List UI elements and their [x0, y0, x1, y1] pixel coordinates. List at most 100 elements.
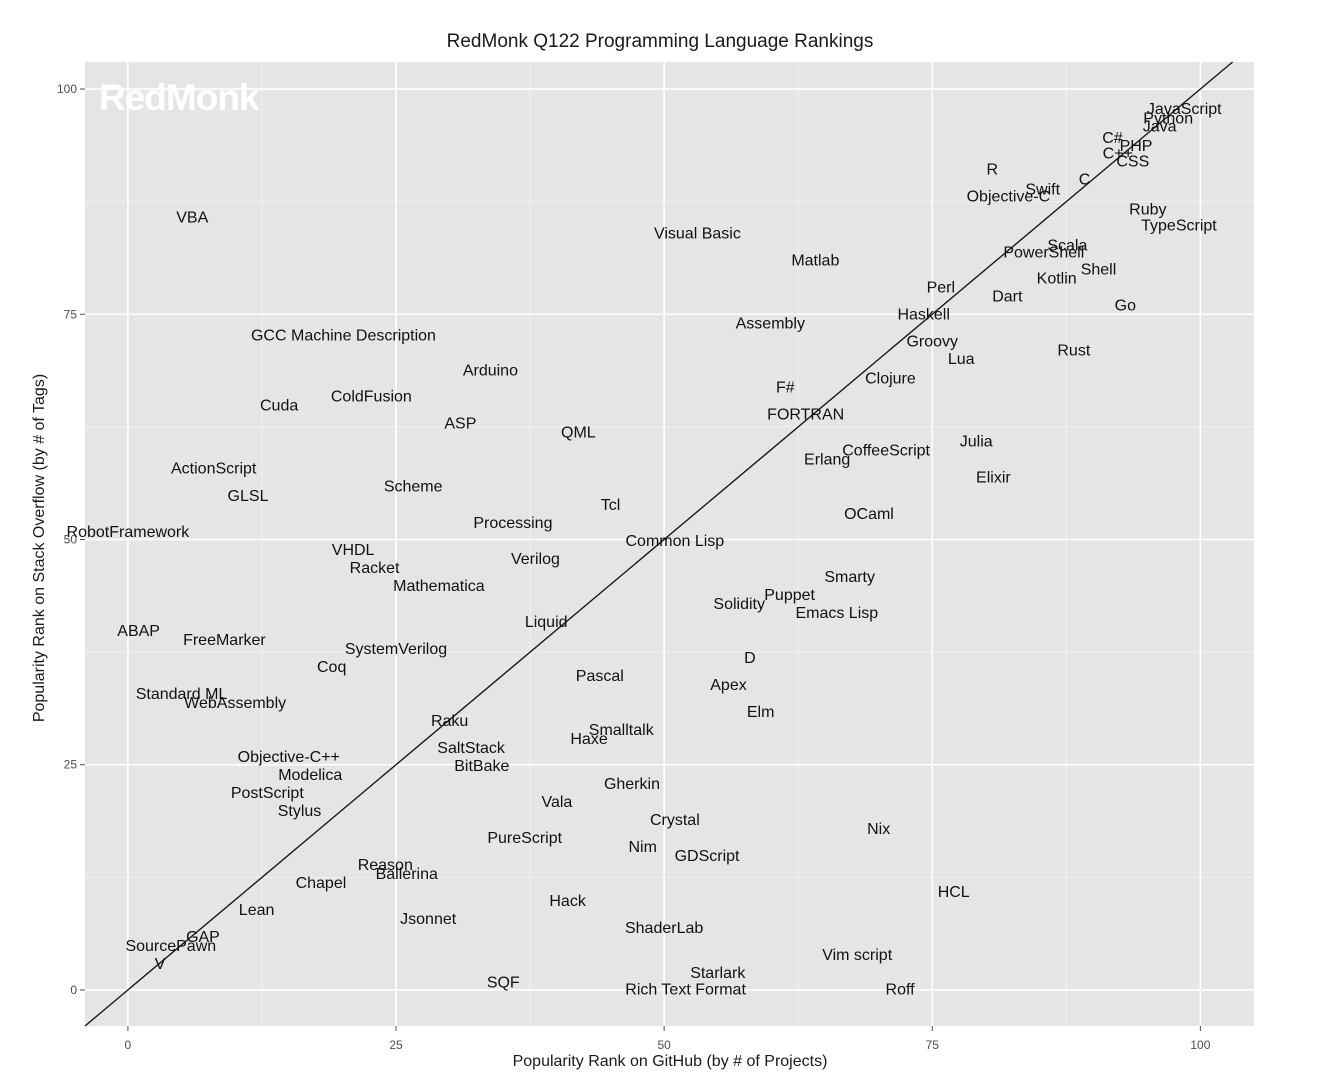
x-tick-label: 0 [125, 1038, 132, 1052]
language-label: RobotFramework [67, 524, 191, 541]
grid-lines [85, 62, 1254, 1026]
language-label: F# [776, 380, 795, 397]
language-label: WebAssembly [184, 695, 286, 712]
language-label: Stylus [278, 803, 322, 820]
language-label: VHDL [332, 542, 375, 559]
y-tick-label: 0 [70, 983, 77, 997]
language-label: ASP [444, 416, 476, 433]
x-axis-title: Popularity Rank on GitHub (by # of Proje… [512, 1053, 828, 1070]
language-label: Processing [473, 515, 552, 532]
language-label: Apex [710, 677, 746, 694]
language-label: C++ [1103, 145, 1133, 162]
language-label: Arduino [463, 363, 518, 380]
language-label: FORTRAN [767, 407, 844, 424]
language-label: Java [1143, 118, 1177, 135]
language-label: Elixir [976, 470, 1011, 487]
language-label: GLSL [228, 488, 269, 505]
language-label: Standard ML [136, 686, 228, 703]
language-label: GCC Machine Description [251, 327, 436, 344]
x-tick-label: 75 [926, 1038, 940, 1052]
language-label: PostScript [231, 785, 304, 802]
language-label: Racket [350, 560, 400, 577]
language-label: QML [561, 425, 596, 442]
plot-panel [85, 62, 1254, 1026]
language-label: Coq [317, 659, 346, 676]
language-label: Groovy [906, 334, 958, 351]
language-label: Vala [541, 794, 572, 811]
language-label: Clojure [865, 371, 916, 388]
language-label: Swift [1025, 181, 1060, 198]
language-label: GDScript [675, 848, 740, 865]
language-label: JavaScript [1147, 101, 1222, 118]
language-label: Emacs Lisp [795, 605, 878, 622]
language-label: Go [1115, 298, 1136, 315]
language-label: OCaml [844, 506, 894, 523]
y-tick-label: 50 [64, 532, 78, 546]
language-label: Crystal [650, 812, 700, 829]
language-label: Nix [867, 821, 890, 838]
language-label: Puppet [764, 587, 815, 604]
language-label: SourcePawn [125, 938, 216, 955]
language-label: Shell [1081, 262, 1117, 279]
language-label: Erlang [804, 452, 850, 469]
language-label: Verilog [511, 551, 560, 568]
language-label: Visual Basic [654, 226, 741, 243]
language-label: D [744, 650, 756, 667]
language-label: ABAP [117, 623, 160, 640]
language-label: ColdFusion [331, 389, 412, 406]
language-label: HCL [938, 884, 970, 901]
language-label: Mathematica [393, 578, 485, 595]
language-label: Reason [358, 857, 413, 874]
y-tick-label: 25 [64, 758, 78, 772]
language-label: Hack [549, 893, 586, 910]
x-tick-label: 100 [1190, 1038, 1210, 1052]
language-label: Roff [886, 981, 916, 998]
language-label: PHP [1120, 138, 1153, 155]
y-tick-label: 75 [64, 307, 78, 321]
language-label: CSS [1116, 154, 1149, 171]
language-label: CoffeeScript [842, 443, 930, 460]
language-label: Raku [431, 713, 468, 730]
trend-line [84, 61, 1234, 1027]
language-label: Objective-C [967, 189, 1051, 206]
language-label: Lean [239, 902, 275, 919]
language-label: Rich Text Format [625, 981, 746, 998]
language-label: Rust [1057, 343, 1090, 360]
language-label: Lua [948, 351, 975, 368]
language-label: Haxe [570, 731, 607, 748]
language-label: PureScript [487, 830, 562, 847]
y-tick-label: 100 [57, 82, 77, 96]
language-label: Vim script [822, 947, 892, 964]
language-label: Objective-C++ [238, 749, 340, 766]
language-label: SystemVerilog [345, 641, 447, 658]
language-label: Matlab [791, 253, 839, 270]
language-label: Nim [628, 839, 656, 856]
language-label: VBA [176, 209, 208, 226]
language-label: Cuda [260, 398, 298, 415]
language-label: BitBake [454, 758, 509, 775]
language-label: Gherkin [604, 776, 660, 793]
language-label: FreeMarker [183, 632, 266, 649]
language-label: Smarty [824, 569, 875, 586]
language-label: Pascal [576, 668, 624, 685]
language-label: Ballerina [376, 866, 438, 883]
language-label: Common Lisp [626, 533, 725, 550]
language-label: Tcl [601, 497, 621, 514]
language-label: Kotlin [1037, 271, 1077, 288]
language-label: C# [1102, 130, 1123, 147]
language-label: ActionScript [171, 461, 257, 478]
language-label: Elm [747, 704, 775, 721]
language-label: C [1079, 172, 1091, 189]
language-label: SaltStack [437, 740, 506, 757]
x-tick-label: 25 [389, 1038, 403, 1052]
language-label: Solidity [713, 596, 765, 613]
language-label: V [155, 956, 166, 973]
y-axis-title: Popularity Rank on Stack Overflow (by # … [31, 373, 48, 723]
language-label: Chapel [296, 875, 347, 892]
chart-title: RedMonk Q122 Programming Language Rankin… [446, 31, 874, 52]
redmonk-watermark: RedMonk [99, 77, 260, 118]
language-label: GAP [186, 929, 220, 946]
language-label: Python [1143, 110, 1193, 127]
